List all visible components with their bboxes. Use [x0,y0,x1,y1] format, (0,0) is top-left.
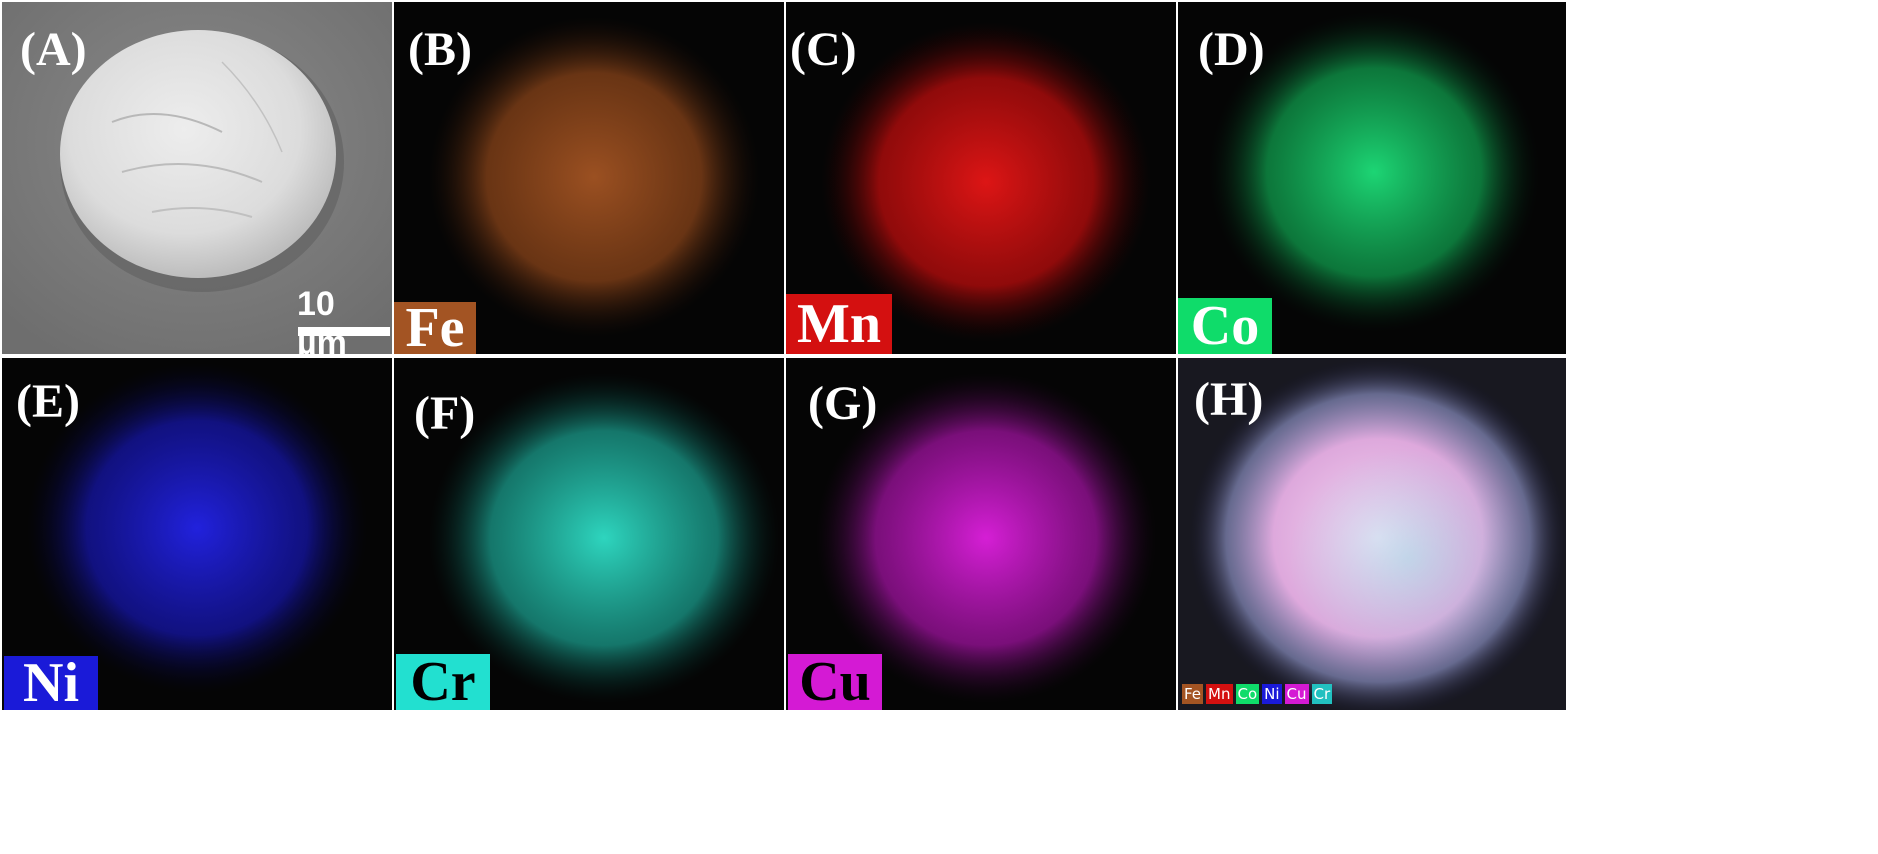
cr-distribution-map [429,373,779,703]
sem-particle-image [2,2,392,354]
element-tag-fe: Fe [394,300,476,354]
co-distribution-map [1209,12,1539,332]
element-tag-co: Co [1178,298,1272,354]
panel-b-fe-map: (B) Fe [394,2,784,354]
panel-d-co-map: (D) Co [1178,2,1566,354]
panel-g-cu-map: (G) Cu [786,358,1176,710]
fe-distribution-map [429,17,759,337]
overlay-legend: Fe Mn Co Ni Cu Cr [1182,684,1333,704]
legend-co: Co [1235,684,1260,704]
legend-mn: Mn [1206,684,1233,704]
panel-h-overlay-map: (H) Fe Mn Co Ni Cu Cr [1178,358,1566,710]
panel-label: (D) [1198,23,1265,76]
legend-cr: Cr [1311,684,1333,704]
scale-bar-label: 10 µm [297,285,347,354]
overlay-distribution-map [1178,358,1566,710]
scale-bar [298,327,390,336]
legend-ni: Ni [1262,684,1282,704]
panel-e-ni-map: (E) Ni [2,358,392,710]
element-tag-cu: Cu [788,654,882,710]
element-tag-cr: Cr [396,654,490,710]
panel-label: (C) [790,23,857,76]
panel-a-sem-image: (A) 10 µm [2,2,392,354]
element-tag-ni: Ni [4,655,98,710]
panel-f-cr-map: (F) Cr [394,358,784,710]
panel-label: (F) [414,387,476,440]
ni-distribution-map [27,363,367,693]
element-tag-mn: Mn [786,294,892,354]
cu-distribution-map [816,373,1156,703]
panel-c-mn-map: (C) Mn [786,2,1176,354]
panel-label: (H) [1194,373,1264,426]
legend-cu: Cu [1284,684,1309,704]
panel-label: (A) [20,23,87,76]
panel-label: (G) [808,377,878,430]
panel-label: (E) [16,375,80,428]
panel-label: (B) [408,23,472,76]
mn-distribution-map [821,22,1151,342]
legend-fe: Fe [1182,684,1204,704]
